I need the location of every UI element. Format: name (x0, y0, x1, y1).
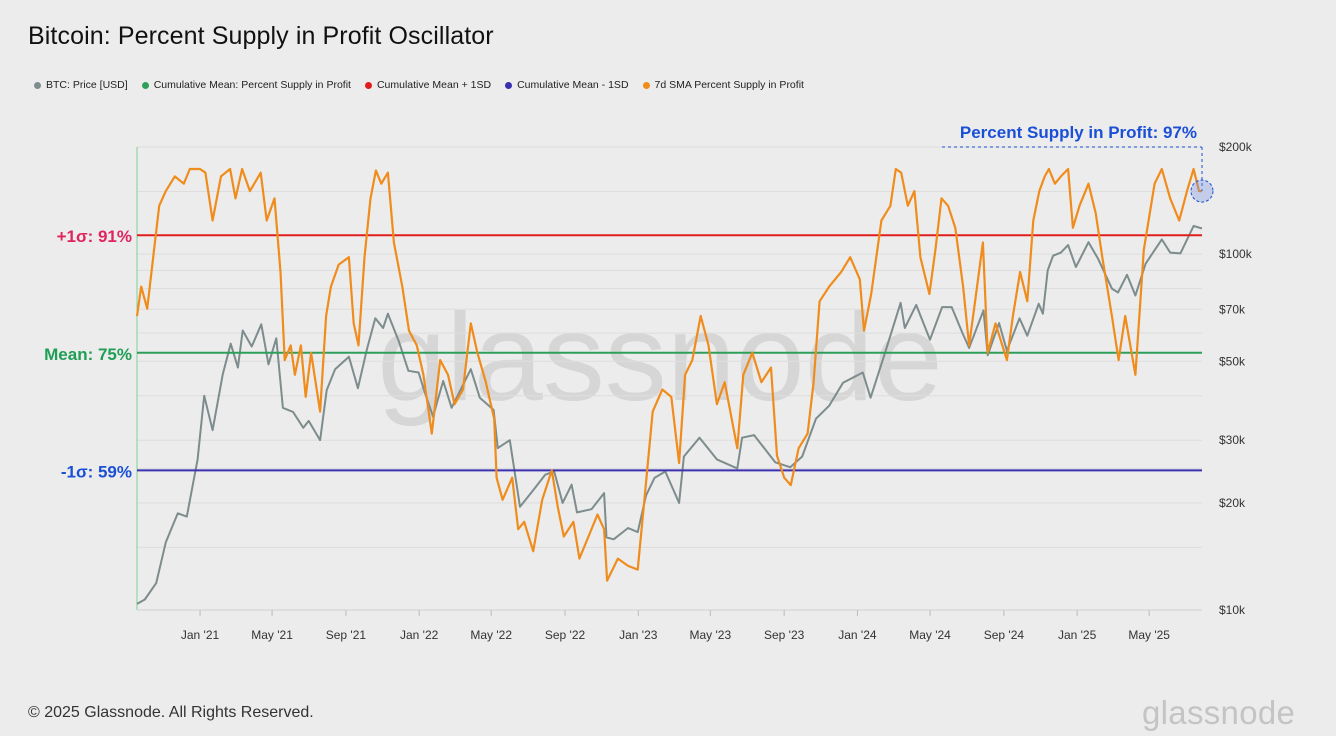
legend-item-7d-sma[interactable]: 7d SMA Percent Supply in Profit (642, 79, 804, 91)
reference-label: +1σ: 91% (57, 227, 132, 246)
y-tick-label: $30k (1219, 433, 1246, 447)
chart-title: Bitcoin: Percent Supply in Profit Oscill… (28, 22, 494, 50)
y-tick-label: $20k (1219, 496, 1246, 510)
annotation-marker (1190, 179, 1214, 203)
x-tick-label: Jan '23 (619, 628, 658, 642)
x-tick-label: Sep '22 (545, 628, 586, 642)
x-tick-label: May '22 (470, 628, 512, 642)
x-tick-label: Sep '21 (326, 628, 367, 642)
legend-item-btc-price[interactable]: BTC: Price [USD] (34, 79, 128, 91)
legend-item-mean-minus-1sd[interactable]: Cumulative Mean - 1SD (505, 79, 629, 91)
legend-swatch (34, 81, 41, 89)
legend-label: Cumulative Mean: Percent Supply in Profi… (153, 79, 351, 91)
x-tick-label: Jan '21 (181, 628, 220, 642)
y-tick-label: $50k (1219, 354, 1246, 368)
legend-label: 7d SMA Percent Supply in Profit (654, 79, 804, 91)
y-tick-label: $200k (1219, 140, 1253, 154)
y-tick-label: $100k (1219, 247, 1253, 261)
reference-label: Mean: 75% (44, 345, 132, 364)
x-tick-label: Sep '23 (764, 628, 805, 642)
watermark-text: glassnode (377, 289, 942, 427)
copyright-footer: © 2025 Glassnode. All Rights Reserved. (28, 704, 314, 721)
legend-label: Cumulative Mean - 1SD (517, 79, 629, 91)
legend-swatch (505, 81, 513, 89)
x-tick-label: May '23 (689, 628, 731, 642)
grid (137, 146, 1202, 611)
glassnode-logo: glassnode (1142, 694, 1296, 731)
legend-swatch (141, 81, 149, 89)
reference-label: -1σ: 59% (61, 462, 132, 481)
annotation-label: Percent Supply in Profit: 97% (960, 123, 1197, 142)
series-line-percent-supply (135, 167, 1202, 582)
x-tick-label: Jan '25 (1058, 628, 1097, 642)
x-tick-label: Jan '22 (400, 628, 439, 642)
y-tick-label: $70k (1219, 302, 1246, 316)
legend-swatch (642, 81, 650, 89)
legend-item-cumulative-mean[interactable]: Cumulative Mean: Percent Supply in Profi… (141, 79, 351, 91)
x-tick-label: May '25 (1128, 628, 1170, 642)
chart-legend: BTC: Price [USD] Cumulative Mean: Percen… (34, 79, 804, 91)
x-tick-label: May '24 (909, 628, 951, 642)
legend-label: BTC: Price [USD] (46, 79, 128, 91)
legend-item-mean-plus-1sd[interactable]: Cumulative Mean + 1SD (364, 79, 492, 91)
legend-label: Cumulative Mean + 1SD (376, 79, 492, 91)
series-line-btc-price (136, 224, 1203, 605)
x-tick-label: May '21 (251, 628, 293, 642)
x-tick-label: Jan '24 (838, 628, 877, 642)
x-tick-label: Sep '24 (984, 628, 1025, 642)
y-tick-label: $10k (1219, 603, 1246, 617)
legend-swatch (364, 81, 372, 89)
